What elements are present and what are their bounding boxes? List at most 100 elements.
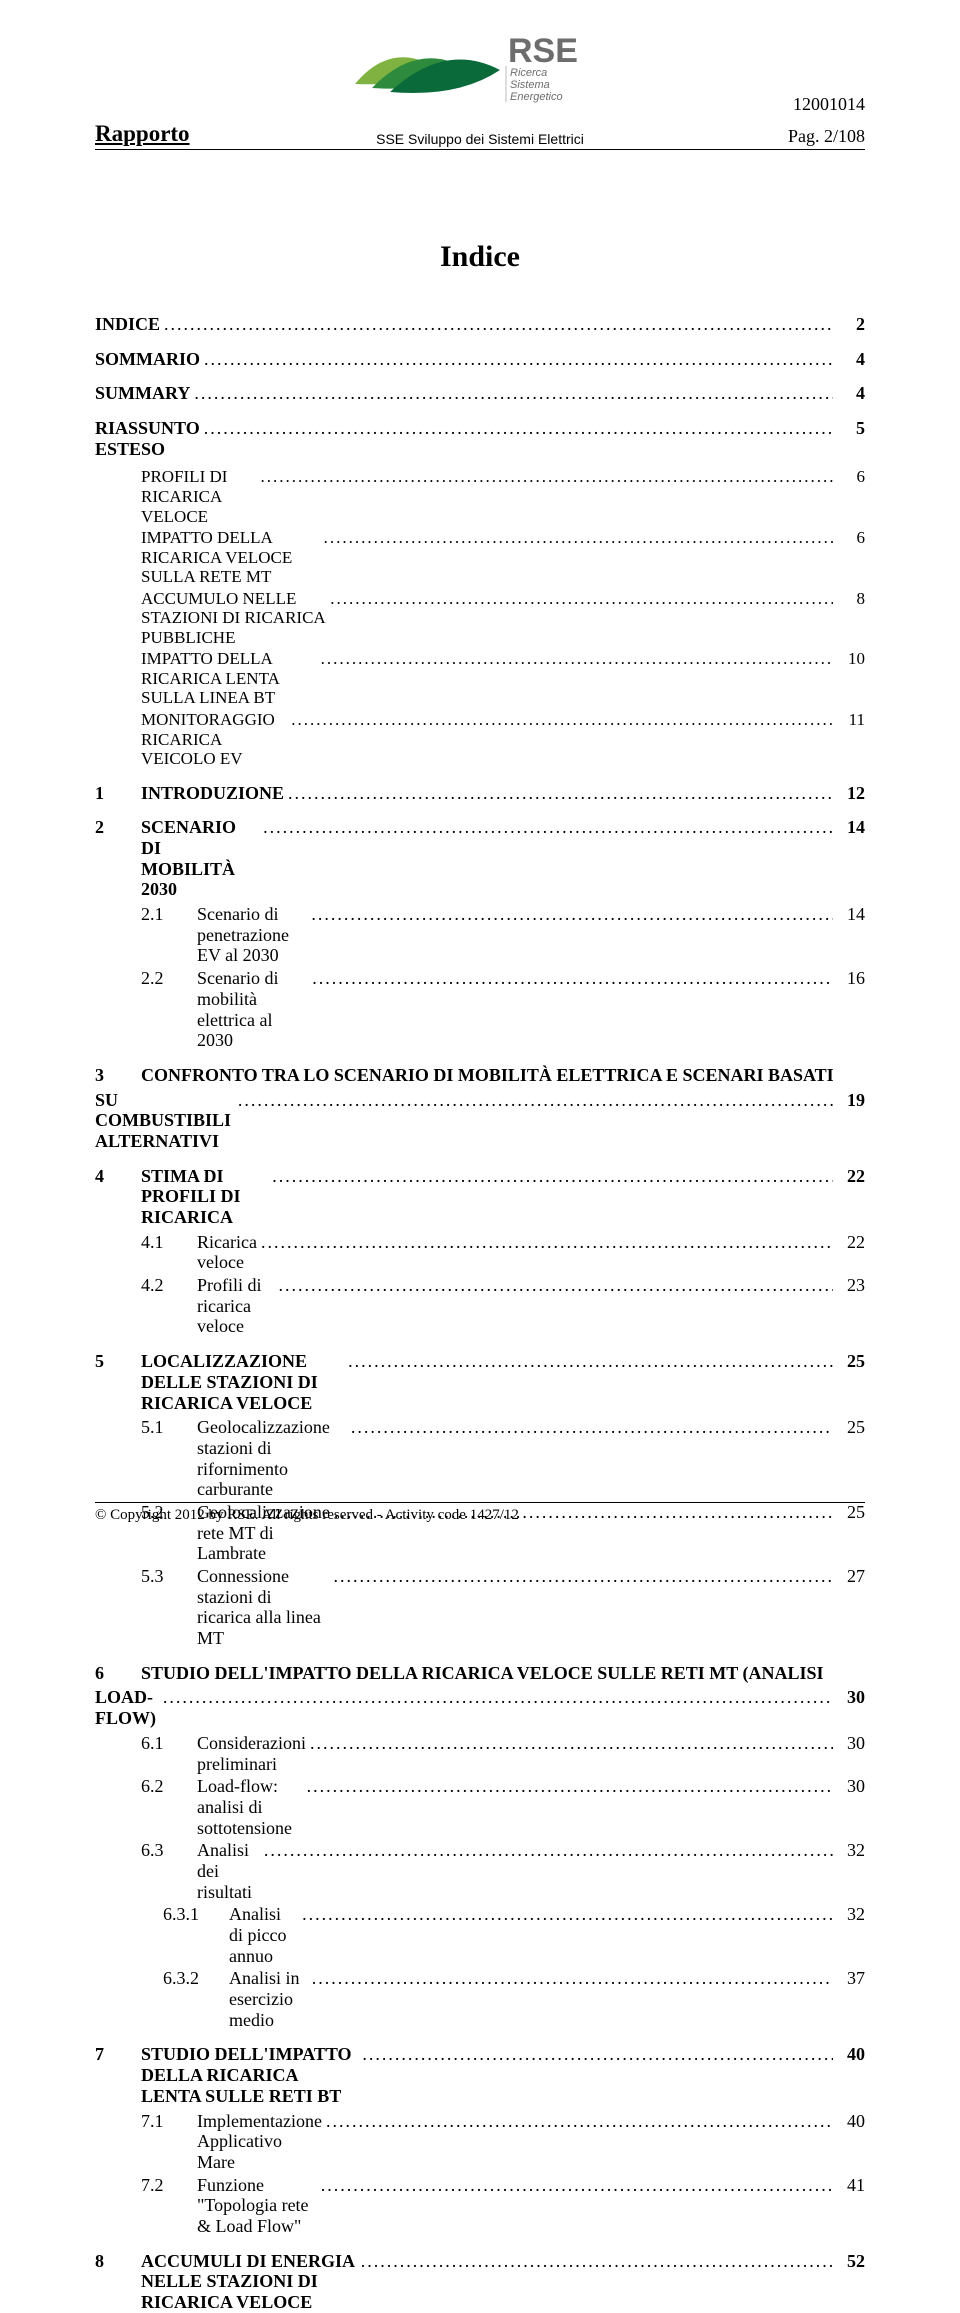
toc-num: 6.2 — [141, 1776, 197, 1797]
toc-row: SOMMARIO4 — [95, 349, 865, 370]
toc-page: 11 — [837, 710, 865, 730]
toc-label: IMPATTO DELLA RICARICA LENTA SULLA LINEA… — [141, 649, 317, 708]
toc-leader — [264, 1840, 833, 1861]
toc-label: SU COMBUSTIBILI ALTERNATIVI — [95, 1090, 234, 1152]
header-subtitle: SSE Sviluppo dei Sistemi Elettrici — [376, 131, 584, 147]
toc-label: ACCUMULI DI ENERGIA NELLE STAZIONI DI RI… — [141, 2251, 357, 2313]
toc-page: 23 — [837, 1275, 865, 1296]
toc-multiline: STUDIO DELL'IMPATTO DELLA RICARICA VELOC… — [141, 1663, 865, 1684]
report-label: Rapporto — [95, 121, 190, 147]
toc-page: 19 — [837, 1090, 865, 1111]
toc-page: 32 — [837, 1904, 865, 1925]
toc-label: PROFILI DI RICARICA VELOCE — [141, 467, 256, 526]
toc-label: STIMA DI PROFILI DI RICARICA — [141, 1166, 268, 1228]
toc-leader — [204, 418, 833, 439]
page-number: Pag. 2/108 — [788, 126, 865, 147]
toc-row: 5.3Connessione stazioni di ricarica alla… — [95, 1566, 865, 1649]
toc-label: Analisi dei risultati — [197, 1840, 260, 1902]
page-title: Indice — [95, 240, 865, 274]
toc-leader — [326, 2111, 833, 2132]
toc-label: IMPATTO DELLA RICARICA VELOCE SULLA RETE… — [141, 528, 320, 587]
toc-label: SCENARIO DI MOBILITÀ 2030 — [141, 817, 259, 900]
toc-leader — [361, 2251, 833, 2272]
toc-label: Scenario di penetrazione EV al 2030 — [197, 904, 307, 966]
toc-num: 6.1 — [141, 1733, 197, 1754]
toc-num: 2 — [95, 817, 141, 838]
toc-leader — [288, 783, 833, 804]
toc-row: RIASSUNTO ESTESO5 — [95, 418, 865, 459]
toc-leader — [261, 1232, 833, 1253]
toc-row: 5LOCALIZZAZIONE DELLE STAZIONI DI RICARI… — [95, 1351, 865, 1413]
toc-row: 7.1Implementazione Applicativo Mare40 — [95, 2111, 865, 2173]
toc-row: 1INTRODUZIONE12 — [95, 783, 865, 804]
toc-num: 7 — [95, 2044, 141, 2065]
toc-page: 41 — [837, 2175, 865, 2196]
toc-leader — [302, 1904, 833, 1925]
toc-page: 25 — [837, 1351, 865, 1372]
toc-num: 5 — [95, 1351, 141, 1372]
toc-label: STUDIO DELL'IMPATTO DELLA RICARICA LENTA… — [141, 2044, 358, 2106]
toc-leader — [291, 710, 833, 730]
doc-number: 12001014 — [793, 94, 865, 115]
toc-num: 8 — [95, 2251, 141, 2272]
toc-row: 6.2Load-flow: analisi di sottotensione 30 — [95, 1776, 865, 1838]
toc-label: LOAD-FLOW) — [95, 1687, 159, 1728]
toc-leader — [330, 589, 833, 609]
toc-row: SUMMARY4 — [95, 383, 865, 404]
toc-num: 6.3 — [141, 1840, 197, 1861]
toc-label: SOMMARIO — [95, 349, 200, 370]
toc-page: 14 — [837, 904, 865, 925]
toc-num: 5.3 — [141, 1566, 197, 1587]
toc-label: Analisi in esercizio medio — [229, 1968, 308, 2030]
toc-label: Ricarica veloce — [197, 1232, 257, 1273]
toc-row: LOAD-FLOW)30 — [95, 1687, 865, 1728]
toc-page: 27 — [837, 1566, 865, 1587]
toc-row: 6.1Considerazioni preliminari 30 — [95, 1733, 865, 1774]
svg-text:Sistema: Sistema — [510, 79, 550, 91]
toc-leader — [307, 1776, 833, 1797]
toc-leader — [321, 649, 833, 669]
toc-page: 2 — [837, 314, 865, 335]
toc-page: 22 — [837, 1166, 865, 1187]
toc-leader — [333, 1566, 833, 1587]
toc-row: 6.3Analisi dei risultati 32 — [95, 1840, 865, 1902]
toc-leader — [312, 968, 833, 989]
toc-row: MONITORAGGIO RICARICA VEICOLO EV 11 — [95, 710, 865, 769]
toc-num: 6.3.2 — [163, 1968, 229, 1989]
svg-text:Ricerca: Ricerca — [510, 67, 547, 79]
toc-row: 4STIMA DI PROFILI DI RICARICA22 — [95, 1166, 865, 1228]
rse-logo-svg: RSE Ricerca Sistema Energetico — [350, 24, 610, 110]
toc-page: 30 — [837, 1733, 865, 1754]
toc-leader — [260, 467, 833, 487]
toc-label: MONITORAGGIO RICARICA VEICOLO EV — [141, 710, 287, 769]
toc-num: 4.2 — [141, 1275, 197, 1296]
toc-label: Connessione stazioni di ricarica alla li… — [197, 1566, 329, 1649]
toc-num: 3 — [95, 1065, 141, 1086]
toc-leader — [238, 1090, 833, 1111]
toc-label: LOCALIZZAZIONE DELLE STAZIONI DI RICARIC… — [141, 1351, 344, 1413]
toc-label: Scenario di mobilità elettrica al 2030 — [197, 968, 308, 1051]
toc-row: 3CONFRONTO TRA LO SCENARIO DI MOBILITÀ E… — [95, 1065, 865, 1086]
toc-page: 10 — [837, 649, 865, 669]
toc-label: SUMMARY — [95, 383, 190, 404]
toc-row: 6.3.2Analisi in esercizio medio37 — [95, 1968, 865, 2030]
toc-label: Considerazioni preliminari — [197, 1733, 306, 1774]
toc-page: 32 — [837, 1840, 865, 1861]
table-of-contents: INDICE2SOMMARIO4SUMMARY4RIASSUNTO ESTESO… — [95, 314, 865, 2313]
toc-row: 2SCENARIO DI MOBILITÀ 203014 — [95, 817, 865, 900]
toc-multiline: CONFRONTO TRA LO SCENARIO DI MOBILITÀ EL… — [141, 1065, 865, 1086]
svg-text:Energetico: Energetico — [510, 91, 563, 103]
toc-leader — [310, 1733, 833, 1754]
toc-page: 22 — [837, 1232, 865, 1253]
toc-row: 4.1Ricarica veloce22 — [95, 1232, 865, 1273]
toc-label: Load-flow: analisi di sottotensione — [197, 1776, 303, 1838]
toc-page: 12 — [837, 783, 865, 804]
toc-num: 6.3.1 — [163, 1904, 229, 1925]
toc-page: 16 — [837, 968, 865, 989]
toc-row: 6.3.1Analisi di picco annuo32 — [95, 1904, 865, 1966]
toc-label: RIASSUNTO ESTESO — [95, 418, 200, 459]
toc-page: 30 — [837, 1776, 865, 1797]
toc-leader — [263, 817, 833, 838]
toc-leader — [321, 2175, 833, 2196]
page-header: RSE Ricerca Sistema Energetico 12001014 … — [95, 30, 865, 150]
